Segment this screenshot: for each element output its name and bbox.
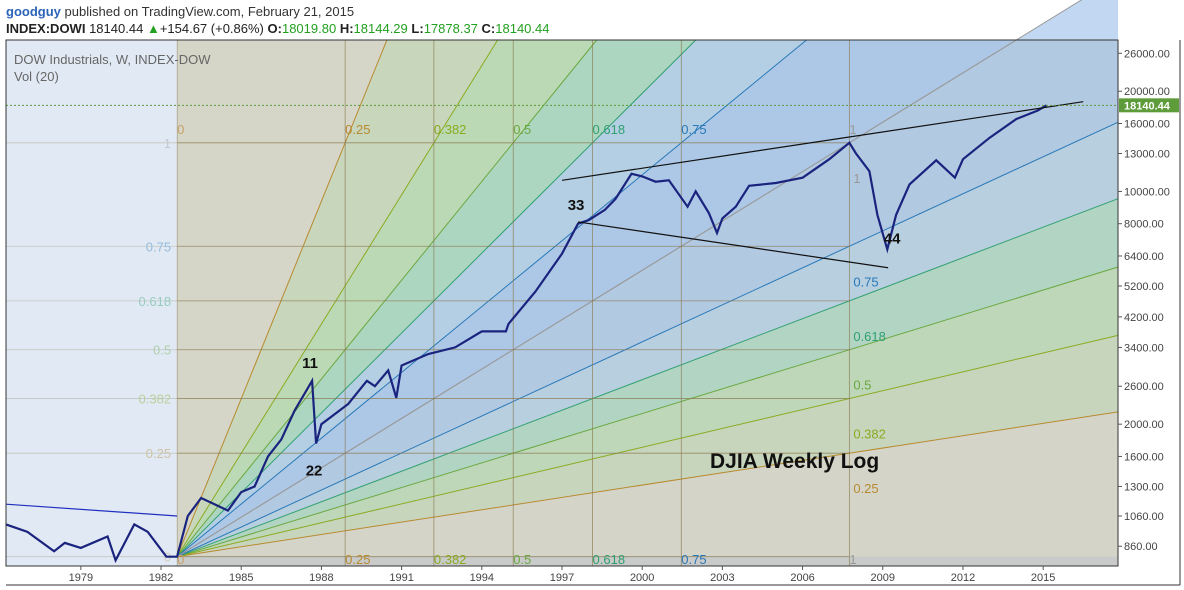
x-tick-label: 1997 bbox=[550, 572, 574, 584]
fan-lower-ray bbox=[176, 334, 1119, 558]
fan-top-label: 1 bbox=[849, 122, 856, 137]
x-tick-label: 2015 bbox=[1031, 572, 1055, 584]
high-label: H: bbox=[339, 21, 354, 36]
x-tick-label: 1991 bbox=[389, 572, 413, 584]
fan-right-label: 0.382 bbox=[853, 427, 886, 442]
wave-label: 22 bbox=[306, 462, 323, 479]
x-tick-label: 1979 bbox=[69, 572, 93, 584]
fan-upper-ray bbox=[176, 39, 499, 557]
symbol-label: INDEX:DOWI bbox=[6, 21, 86, 36]
wave-label: 33 bbox=[568, 197, 585, 214]
volume-legend: Vol (20) bbox=[14, 69, 59, 84]
y-axis-area bbox=[1118, 40, 1184, 566]
series-legend: DOW Industrials, W, INDEX-DOW bbox=[14, 52, 211, 67]
fan-top-label: 0.25 bbox=[345, 122, 370, 137]
fan-top-label: 0.382 bbox=[434, 122, 467, 137]
y-tick-label: 20000.00 bbox=[1124, 86, 1170, 98]
y-tick-label: 8000.00 bbox=[1124, 219, 1164, 231]
fan-upper-ray bbox=[176, 39, 598, 557]
fan-upper-ray bbox=[176, 39, 388, 557]
last-price-value: 18140.44 bbox=[89, 21, 144, 36]
quote-line: INDEX:DOWI 18140.44 ▲+154.67 (+0.86%) O:… bbox=[6, 21, 550, 36]
chart-title: DJIA Weekly Log bbox=[710, 450, 879, 473]
y-tick-label: 10000.00 bbox=[1124, 186, 1170, 198]
publish-line: goodguy published on TradingView.com, Fe… bbox=[6, 4, 354, 19]
last-price-badge bbox=[1119, 98, 1179, 113]
x-tick-label: 2006 bbox=[790, 572, 814, 584]
fan-upper-ray bbox=[176, 39, 697, 558]
fan-lower-band bbox=[177, 0, 1118, 557]
y-tick-label: 860.00 bbox=[1124, 541, 1158, 553]
low-value: 17878.37 bbox=[423, 21, 478, 36]
y-tick-label: 5200.00 bbox=[1124, 281, 1164, 293]
pre-1982-trendline bbox=[5, 503, 178, 517]
fan-lower-ray bbox=[176, 198, 1119, 558]
y-tick-label: 16000.00 bbox=[1124, 118, 1170, 130]
open-label: O: bbox=[267, 21, 282, 36]
lower-trendline bbox=[577, 221, 889, 269]
y-tick-label: 2600.00 bbox=[1124, 381, 1164, 393]
upper-trendline bbox=[561, 101, 1084, 181]
fan-right-label: 0.5 bbox=[853, 378, 871, 393]
fan-lower-ray bbox=[176, 0, 1083, 558]
low-label: L: bbox=[411, 21, 424, 36]
fan-bottom-label: 1 bbox=[849, 552, 856, 567]
chart-header: goodguy published on TradingView.com, Fe… bbox=[0, 0, 1184, 40]
close-value: 18140.44 bbox=[495, 21, 550, 36]
x-tick-label: 2012 bbox=[951, 572, 975, 584]
published-text: published on TradingView.com, February 2… bbox=[64, 4, 355, 19]
wave-label: 11 bbox=[302, 355, 318, 372]
fan-top-label: 0.618 bbox=[593, 122, 626, 137]
fan-bottom-label: 0.25 bbox=[345, 552, 370, 567]
fan-right-label: 0.25 bbox=[853, 481, 878, 496]
x-tick-label: 1985 bbox=[229, 572, 253, 584]
fan-right-label: 0.618 bbox=[853, 329, 886, 344]
fan-bottom-label: 0.382 bbox=[434, 552, 467, 567]
fan-top-label: 0 bbox=[177, 122, 184, 137]
y-tick-label: 4200.00 bbox=[1124, 312, 1164, 324]
y-tick-label: 3400.00 bbox=[1124, 342, 1164, 354]
fan-top-label: 0.75 bbox=[681, 122, 706, 137]
x-tick-label: 1988 bbox=[309, 572, 333, 584]
high-value: 18144.29 bbox=[353, 21, 408, 36]
fan-bottom-label: 0.5 bbox=[513, 552, 531, 567]
y-tick-label: 13000.00 bbox=[1124, 149, 1170, 161]
y-tick-label: 26000.00 bbox=[1124, 48, 1170, 60]
close-label: C: bbox=[481, 21, 496, 36]
fan-lower-ray bbox=[177, 411, 1119, 558]
y-tick-label: 2000.00 bbox=[1124, 419, 1164, 431]
fan-right-label: 0.75 bbox=[853, 274, 878, 289]
fan-bottom-label: 0.75 bbox=[681, 552, 706, 567]
fan-top-label: 0.5 bbox=[513, 122, 531, 137]
y-tick-label: 6400.00 bbox=[1124, 251, 1164, 263]
x-tick-label: 2003 bbox=[710, 572, 734, 584]
fan-bottom-label: 0 bbox=[177, 552, 184, 567]
x-tick-label: 2000 bbox=[630, 572, 654, 584]
price-line bbox=[5, 104, 1048, 564]
last-price-badge-label: 18140.44 bbox=[1124, 100, 1171, 112]
y-tick-label: 1300.00 bbox=[1124, 481, 1164, 493]
x-tick-label: 2009 bbox=[871, 572, 895, 584]
fan-right-label: 1 bbox=[853, 171, 860, 186]
x-tick-label: 1994 bbox=[470, 572, 494, 584]
author-link[interactable]: goodguy bbox=[6, 4, 61, 19]
fan-lower-ray bbox=[176, 121, 1119, 558]
y-tick-label: 1060.00 bbox=[1124, 511, 1164, 523]
pre-origin-area bbox=[6, 40, 178, 566]
open-value: 18019.80 bbox=[281, 21, 337, 36]
fan-bottom-label: 0.618 bbox=[593, 552, 626, 567]
y-tick-label: 1600.00 bbox=[1124, 451, 1164, 463]
fan-lower-ray bbox=[176, 266, 1119, 558]
wave-label: 44 bbox=[884, 231, 901, 248]
change-value: +154.67 (+0.86%) bbox=[159, 21, 264, 36]
x-tick-label: 1982 bbox=[149, 572, 173, 584]
fan-upper-ray bbox=[176, 39, 807, 558]
up-arrow-icon: ▲ bbox=[146, 21, 160, 36]
